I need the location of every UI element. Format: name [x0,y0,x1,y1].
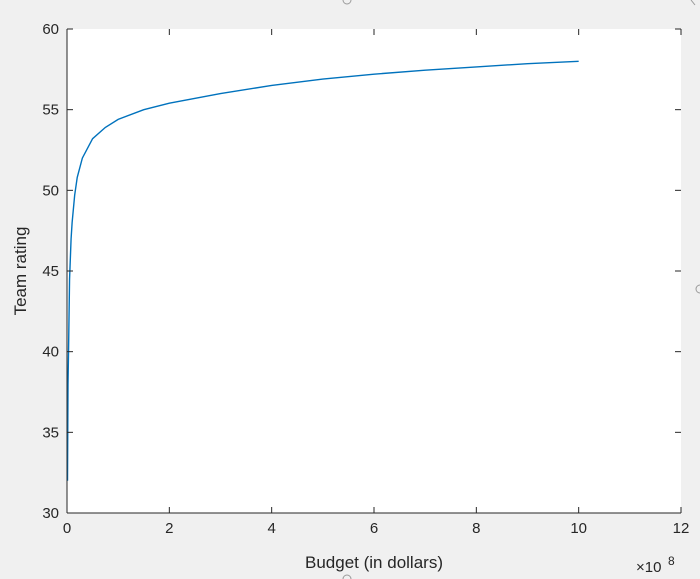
y-tick-label: 55 [42,102,59,119]
y-tick-label: 30 [42,505,59,522]
x-tick-label: 6 [370,520,378,537]
bottom-handle[interactable] [342,574,352,579]
plot-area [67,29,681,513]
y-tick-label: 40 [42,344,59,361]
x-tick-label: 4 [267,520,275,537]
y-tick-label: 45 [42,263,59,280]
x-tick-label: 8 [472,520,480,537]
x-exponent-label: ×10 [636,559,661,576]
x-ticks: 0 2 4 6 8 10 12 [63,29,690,537]
y-axis-label: Team rating [11,227,30,316]
y-tick-label: 50 [42,182,59,199]
x-tick-label: 2 [165,520,173,537]
x-tick-label: 10 [570,520,587,537]
x-tick-label: 0 [63,520,71,537]
x-tick-label: 12 [673,520,690,537]
series-line [66,60,579,481]
x-exponent-power: 8 [668,554,675,568]
y-ticks: 30 35 40 45 50 55 60 [42,21,681,522]
right-handle[interactable] [695,284,700,294]
y-tick-label: 35 [42,424,59,441]
x-axis-label: Budget (in dollars) [305,553,443,572]
top-handle[interactable] [342,0,352,5]
corner-handle[interactable] [690,0,696,6]
y-tick-label: 60 [42,21,59,38]
